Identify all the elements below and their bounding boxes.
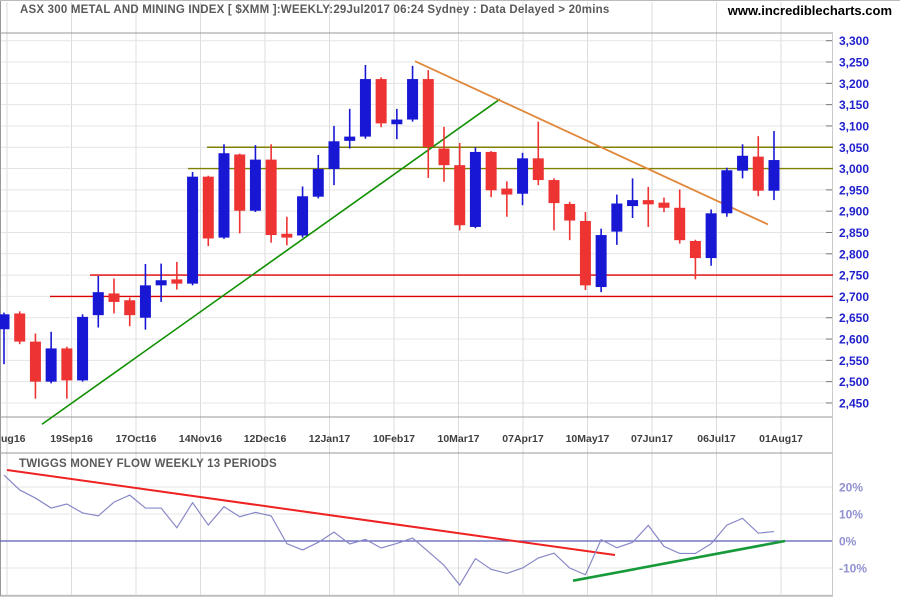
candle-up bbox=[768, 160, 780, 191]
candle-up bbox=[249, 159, 261, 211]
candle-up bbox=[737, 155, 749, 171]
price-axis-label: 3,250 bbox=[839, 56, 869, 70]
candle-down bbox=[234, 154, 246, 211]
candle-down bbox=[29, 341, 41, 382]
candle-down bbox=[171, 279, 183, 284]
candle-up bbox=[517, 158, 529, 194]
candle-up bbox=[328, 141, 340, 169]
percent-axis-label: 20% bbox=[839, 481, 863, 495]
date-axis-label: 01Aug17 bbox=[759, 433, 803, 445]
date-axis-label: 19Sep16 bbox=[50, 433, 93, 445]
tmf-line bbox=[3, 474, 775, 587]
tmf-downtrend-line bbox=[6, 468, 616, 557]
price-axis-label: 3,300 bbox=[839, 34, 869, 48]
candle-up bbox=[187, 176, 199, 284]
chart-title: ASX 300 METAL AND MINING INDEX [ $XMM ]:… bbox=[20, 4, 610, 16]
date-axis-label: 10Feb17 bbox=[373, 433, 415, 445]
date-axis-label: 14Nov16 bbox=[179, 433, 222, 445]
candle-up bbox=[45, 348, 57, 382]
candle-down bbox=[579, 220, 591, 286]
price-axis-label: 3,200 bbox=[839, 77, 869, 91]
candle-up bbox=[721, 170, 733, 214]
candle-up bbox=[469, 151, 481, 227]
percent-axis-label: 0% bbox=[839, 535, 857, 549]
candle-down bbox=[422, 79, 434, 147]
date-axis-label: 06Jul17 bbox=[697, 433, 736, 445]
candle-down bbox=[532, 158, 544, 181]
tmf-uptrend-line bbox=[572, 539, 786, 582]
percent-axis-label: -10% bbox=[839, 562, 867, 576]
price-axis-label: 3,150 bbox=[839, 98, 869, 112]
date-axis-label: 07Jun17 bbox=[631, 433, 673, 445]
downtrend-line bbox=[414, 60, 769, 226]
candle-up bbox=[627, 200, 639, 207]
price-axis-label: 2,850 bbox=[839, 226, 869, 240]
candle-up bbox=[595, 235, 607, 288]
candle-up bbox=[77, 316, 89, 381]
candle-down bbox=[375, 79, 387, 124]
candle-down bbox=[265, 159, 277, 236]
candle-down bbox=[752, 156, 764, 191]
candle-down bbox=[689, 241, 701, 259]
candle-down bbox=[14, 313, 26, 342]
candle-up bbox=[155, 280, 167, 286]
candle-down bbox=[202, 176, 214, 239]
candle-down bbox=[548, 180, 560, 204]
price-axis-label: 3,100 bbox=[839, 119, 869, 133]
date-axis-label: 07Apr17 bbox=[502, 433, 544, 445]
candle-down bbox=[61, 348, 73, 381]
price-axis-label: 3,050 bbox=[839, 141, 869, 155]
date-axis-label: 12Jan17 bbox=[309, 433, 351, 445]
date-axis-label: 17Oct16 bbox=[116, 433, 157, 445]
candle-up bbox=[92, 292, 104, 316]
candle-down bbox=[485, 151, 497, 191]
candle-up bbox=[407, 79, 419, 120]
price-axis-label: 2,500 bbox=[839, 375, 869, 389]
date-axis-label: 12Dec16 bbox=[244, 433, 287, 445]
candle-down bbox=[674, 207, 686, 241]
candle-down bbox=[642, 200, 654, 205]
candle-up bbox=[312, 168, 324, 197]
date-axis-label: 10May17 bbox=[566, 433, 610, 445]
date-axis-label: 10Mar17 bbox=[437, 433, 479, 445]
candle-down bbox=[438, 148, 450, 166]
candle-up bbox=[705, 213, 717, 259]
price-axis-label: 2,550 bbox=[839, 354, 869, 368]
percent-axis-label: 10% bbox=[839, 508, 863, 522]
candle-up bbox=[344, 136, 356, 141]
uptrend-line bbox=[41, 98, 501, 425]
price-axis-label: 2,600 bbox=[839, 333, 869, 347]
price-axis-label: 2,950 bbox=[839, 183, 869, 197]
price-axis-label: 2,900 bbox=[839, 205, 869, 219]
candle-down bbox=[454, 165, 466, 226]
price-axis-label: 2,700 bbox=[839, 290, 869, 304]
candle-up bbox=[297, 196, 309, 236]
candle-up bbox=[359, 79, 371, 137]
candle-down bbox=[108, 293, 120, 302]
date-axis-label: ug16 bbox=[1, 433, 26, 445]
candle-down bbox=[564, 203, 576, 221]
price-axis-label: 2,800 bbox=[839, 247, 869, 261]
price-axis-label: 2,450 bbox=[839, 396, 869, 410]
site-logo-link[interactable]: www.incrediblecharts.com bbox=[727, 3, 892, 18]
candle-down bbox=[501, 188, 513, 195]
candle-down bbox=[124, 300, 136, 316]
price-axis-label: 2,650 bbox=[839, 311, 869, 325]
price-axis-label: 2,750 bbox=[839, 269, 869, 283]
candle-up bbox=[611, 203, 623, 232]
candle-up bbox=[139, 285, 151, 318]
candle-down bbox=[281, 233, 293, 238]
candle-up bbox=[0, 314, 10, 330]
price-axis-label: 3,000 bbox=[839, 162, 869, 176]
candle-up bbox=[391, 119, 403, 125]
candle-down bbox=[658, 202, 670, 208]
tmf-panel-title: TWIGGS MONEY FLOW WEEKLY 13 PERIODS bbox=[19, 458, 277, 470]
candle-up bbox=[218, 153, 230, 238]
